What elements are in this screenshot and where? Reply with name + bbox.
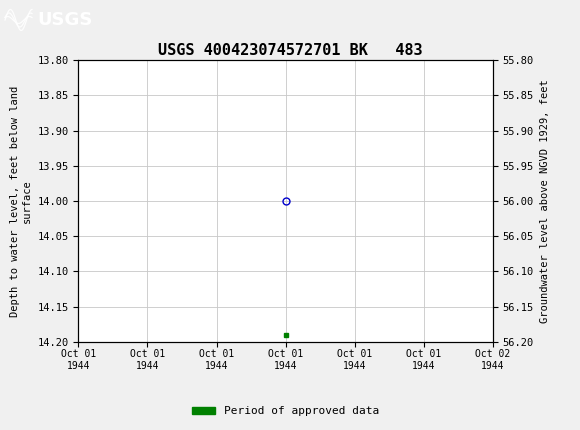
Text: USGS 400423074572701 BK   483: USGS 400423074572701 BK 483 <box>158 43 422 58</box>
Y-axis label: Groundwater level above NGVD 1929, feet: Groundwater level above NGVD 1929, feet <box>539 79 549 323</box>
Legend: Period of approved data: Period of approved data <box>188 402 383 421</box>
Text: USGS: USGS <box>37 11 92 29</box>
Y-axis label: Depth to water level, feet below land
surface: Depth to water level, feet below land su… <box>10 86 32 316</box>
